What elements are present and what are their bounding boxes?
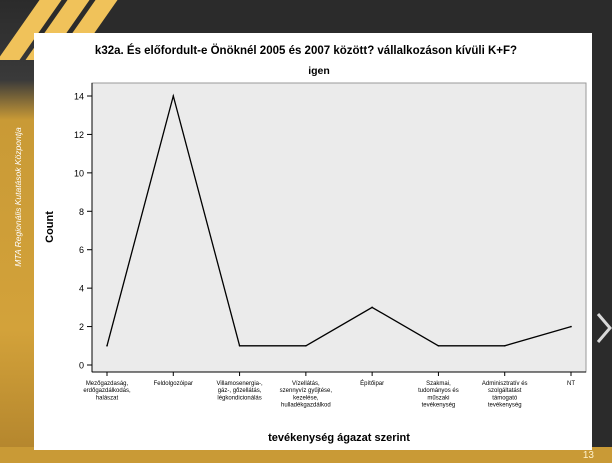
- y-axis-label: Count: [44, 211, 56, 243]
- line-chart: k32a. És előfordult-e Önöknél 2005 és 20…: [44, 44, 587, 444]
- x-tick-label-line: kezelése,: [293, 395, 319, 401]
- x-tick-label-line: műszaki: [427, 395, 449, 401]
- x-tick-label: Mezőgazdaság, erdőgazdálkodás, halászat: [83, 381, 131, 401]
- x-tick-label: Építőipar: [360, 380, 384, 387]
- series-group: [106, 93, 572, 347]
- y-tick-label: 14: [74, 92, 84, 102]
- y-tick-label: 8: [79, 207, 84, 217]
- data-point: [238, 344, 241, 347]
- data-point: [570, 325, 572, 328]
- x-axis-label: tevékenység ágazat szerint: [268, 432, 410, 444]
- chart-subtitle: igen: [308, 65, 330, 77]
- data-point: [503, 344, 506, 347]
- page-number: 13: [582, 450, 594, 461]
- x-tick-label-line: szennyvíz gyűjtése,: [280, 388, 333, 394]
- x-tick-label: Villamosenergia-, gáz-, gőzellátás, légkon…: [216, 381, 263, 401]
- y-tick-label: 10: [74, 168, 84, 178]
- left-brand-bar: MTA Regionális Kutatások Központja: [0, 0, 34, 463]
- data-point: [437, 344, 440, 347]
- x-tick-label-line: Építőipar: [360, 380, 384, 387]
- chart-card: k32a. És előfordult-e Önöknél 2005 és 20…: [34, 33, 592, 450]
- x-tick-label: Feldolgozóipar: [154, 381, 193, 387]
- x-tick-label-line: támogató: [492, 395, 518, 401]
- x-tick-label-line: tudományos és: [418, 388, 459, 394]
- x-tick-label-line: Adminisztratív és: [482, 381, 528, 387]
- x-tick-label-line: gáz-, gőzellátás,: [218, 388, 262, 394]
- x-tick-label: NT: [567, 381, 575, 387]
- x-tick-label: Adminisztratív és szolgáltatást támogató te…: [482, 381, 528, 409]
- x-tick-label-line: erdőgazdálkodás,: [83, 388, 131, 394]
- data-point: [305, 344, 307, 347]
- y-tick-label: 0: [79, 361, 84, 371]
- y-tick-label: 12: [74, 130, 84, 140]
- y-tick-label: 2: [79, 322, 84, 332]
- x-tick-label-line: légkondicionálás: [217, 395, 261, 401]
- x-tick-label: Vízellátás, szennyvíz gyűjtése, kezelése, h…: [280, 381, 333, 409]
- x-tick-label-line: Villamosenergia-,: [216, 381, 263, 387]
- side-caption: MTA Regionális Kutatások Központja: [13, 127, 23, 267]
- y-tick-label: 4: [79, 284, 84, 294]
- y-axis-ticks: 0 2 4 6 8 10 12 14: [74, 92, 92, 371]
- data-point: [172, 95, 175, 97]
- x-tick-label-line: hulladékgazdálkod: [281, 403, 331, 409]
- x-tick-label-line: tevékenység: [422, 403, 456, 409]
- series-line: [106, 93, 572, 347]
- x-tick-label-line: Feldolgozóipar: [154, 381, 193, 387]
- x-tick-label-line: Szakmai,: [426, 381, 451, 387]
- plot-area: [91, 82, 587, 373]
- bottom-band: 13: [0, 447, 612, 463]
- x-tick-label-line: Vízellátás,: [292, 381, 320, 387]
- data-point: [106, 344, 108, 347]
- chart-title: k32a. És előfordult-e Önöknél 2005 és 20…: [95, 44, 517, 57]
- x-tick-label-line: tevékenység: [488, 403, 522, 409]
- next-chevron-icon: [596, 313, 612, 343]
- x-tick-label-line: szolgáltatást: [488, 388, 522, 394]
- x-axis-ticks: Mezőgazdaság, erdőgazdálkodás, halászat Fel…: [83, 372, 575, 409]
- data-point: [371, 306, 373, 309]
- x-tick-label-line: Mezőgazdaság,: [86, 381, 129, 387]
- x-tick-label-line: NT: [567, 381, 575, 387]
- x-tick-label: Szakmai, tudományos és műszaki tevékenység: [418, 381, 459, 409]
- y-tick-label: 6: [79, 245, 84, 255]
- x-tick-label-line: halászat: [96, 395, 119, 401]
